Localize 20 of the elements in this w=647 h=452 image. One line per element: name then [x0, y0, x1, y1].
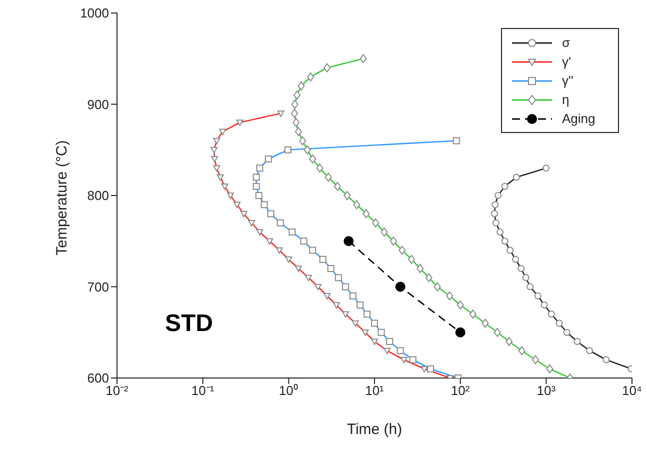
- x-tick-label: 10³: [536, 383, 556, 398]
- x-axis-title: Time (h): [346, 421, 402, 438]
- x-tick-label: 10⁻¹: [191, 383, 215, 398]
- legend-label: γ': [562, 54, 571, 69]
- annotation: STD: [165, 310, 213, 338]
- legend-label: σ: [562, 35, 570, 50]
- y-tick-label: 600: [87, 370, 109, 386]
- x-tick-label: 10⁰: [278, 383, 298, 398]
- y-tick-label: 1000: [80, 6, 109, 21]
- y-tick-label: 800: [87, 188, 109, 204]
- legend-label: Aging: [562, 111, 596, 126]
- y-axis-title: Temperature (°C): [53, 140, 70, 256]
- y-tick-label: 900: [87, 96, 109, 112]
- x-tick-label: 10¹: [365, 383, 385, 398]
- legend-label: γ'': [562, 73, 574, 88]
- x-tick-label: 10²: [450, 383, 470, 398]
- x-tick-label: 10⁻²: [106, 383, 130, 398]
- legend-label: η: [562, 92, 570, 107]
- y-tick-label: 700: [87, 279, 109, 294]
- x-tick-label: 10⁴: [622, 383, 642, 398]
